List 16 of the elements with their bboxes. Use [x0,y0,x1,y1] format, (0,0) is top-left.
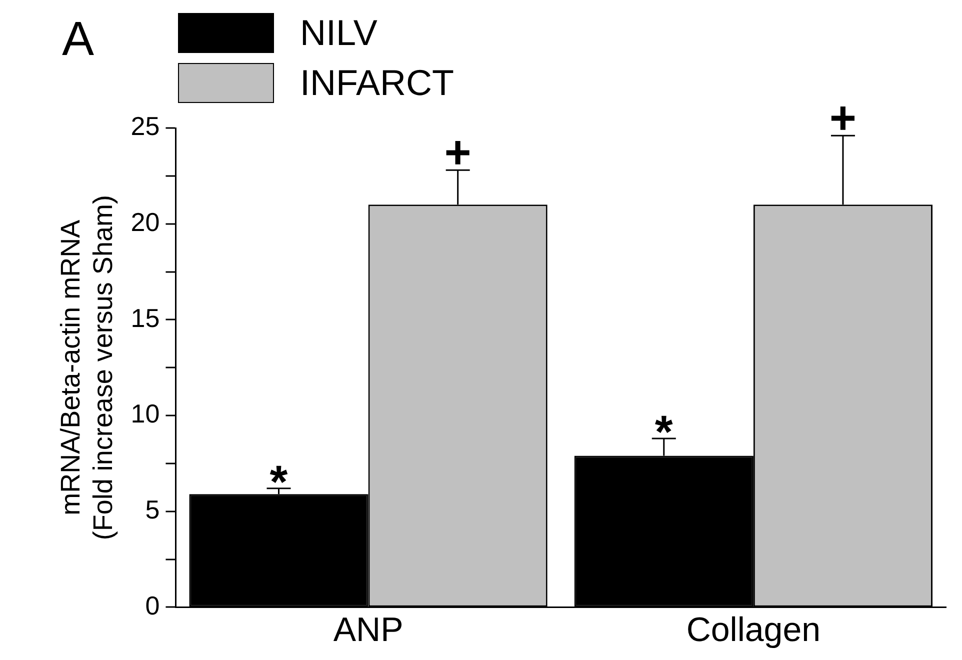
y-tick-label: 20 [130,207,160,238]
annotation: * [654,406,673,458]
annotation: * [270,455,288,508]
text: A [62,13,94,66]
legend-label: NILV [300,12,378,54]
y-axis-title: mRNA/Beta-actin mRNA (Fold increase versus Sham) [56,195,118,540]
y-tick-label: 15 [130,302,160,333]
y-tick-label: 25 [130,111,160,142]
x-tick-label: ANP [333,610,404,649]
annotation: + [444,126,472,178]
y-tick-label: 0 [145,590,160,620]
y-tick-label: 10 [130,398,160,429]
legend-label: INFARCT [300,62,454,104]
y-tick-label: 5 [145,494,160,525]
x-tick-label: Collagen [686,610,821,649]
annotation: + [830,92,856,144]
